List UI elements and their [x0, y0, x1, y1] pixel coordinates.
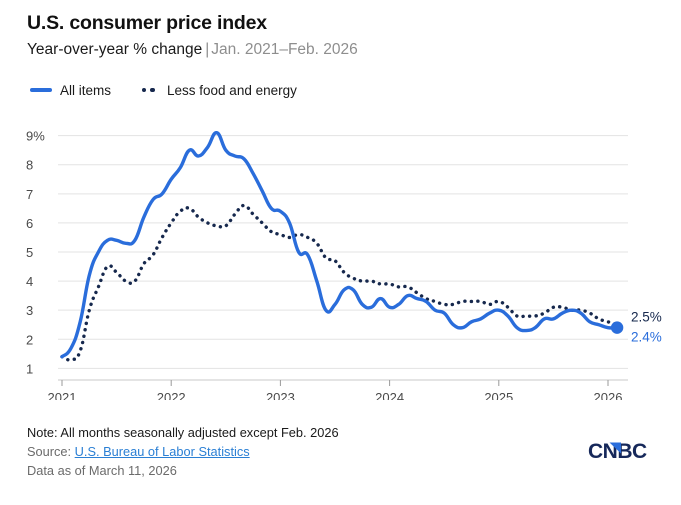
footnote-source: Source: U.S. Bureau of Labor Statistics: [27, 442, 487, 461]
x-tick-label: 2022: [157, 390, 186, 400]
y-tick-label: 2: [26, 332, 33, 347]
source-prefix: Source:: [27, 444, 75, 459]
legend-item-all-items[interactable]: All items: [30, 83, 111, 98]
subtitle-date-range: Jan. 2021–Feb. 2026: [211, 41, 358, 58]
legend-label-all-items: All items: [60, 82, 112, 98]
y-tick-label: 4: [26, 274, 33, 289]
x-tick-label: 2023: [266, 390, 295, 400]
endpoint-marker-all-items: [610, 321, 624, 334]
chart-subtitle: Year-over-year % change | Jan. 2021–Feb. 2…: [27, 41, 358, 59]
y-tick-label: 9%: [26, 129, 45, 144]
endpoint-label-all-items: 2.4%: [631, 330, 662, 345]
y-tick-label: 6: [26, 216, 33, 231]
y-tick-label: 3: [26, 303, 33, 318]
y-tick-label: 5: [26, 245, 33, 260]
series-line-all-items: [60, 131, 619, 359]
y-tick-label: 8: [26, 158, 33, 173]
footnote-as-of: Data as of March 11, 2026: [27, 463, 177, 478]
series-line-less-food-and-energy: [60, 203, 619, 362]
y-tick-label: 1: [26, 361, 33, 376]
page-title: U.S. consumer price index: [27, 12, 267, 34]
x-tick-label: 2025: [484, 390, 513, 400]
svg-text:CNBC: CNBC: [588, 440, 647, 463]
solid-line-swatch-icon: [30, 88, 52, 92]
x-tick-label: 2021: [48, 390, 77, 400]
legend-item-less-food-and-energy[interactable]: Less food and energy: [137, 83, 297, 98]
y-tick-label: 7: [26, 187, 33, 202]
plot-area: 1 2 3 4 5 6 7 8 9% 2021 2022 2023 2024 2025 2026 2.5%…: [0, 105, 681, 400]
x-tick-label: 2024: [375, 390, 404, 400]
chart-footer: Note: All months seasonally adjusted exc…: [27, 423, 487, 480]
cnbc-logo: CNBC: [588, 440, 647, 463]
y-axis-tick-labels: 1 2 3 4 5 6 7 8 9%: [26, 129, 45, 377]
subtitle-main: Year-over-year % change: [27, 41, 203, 58]
gridlines: [58, 135, 628, 369]
source-link[interactable]: U.S. Bureau of Labor Statistics: [74, 444, 250, 459]
dotted-line-swatch-icon: [137, 87, 159, 93]
x-axis-tick-labels: 2021 2022 2023 2024 2025 2026: [48, 380, 623, 400]
legend-label-less-food-and-energy: Less food and energy: [167, 82, 297, 98]
footnote-note: Note: All months seasonally adjusted exc…: [27, 425, 339, 440]
subtitle-separator: |: [205, 41, 210, 58]
chart-legend: All items Less food and energy: [30, 80, 323, 100]
x-tick-label: 2026: [594, 390, 623, 400]
endpoint-label-less-food-and-energy: 2.5%: [631, 310, 662, 325]
line-chart-svg: 1 2 3 4 5 6 7 8 9% 2021 2022 2023 2024 2025 2026 2.5%…: [26, 129, 662, 400]
